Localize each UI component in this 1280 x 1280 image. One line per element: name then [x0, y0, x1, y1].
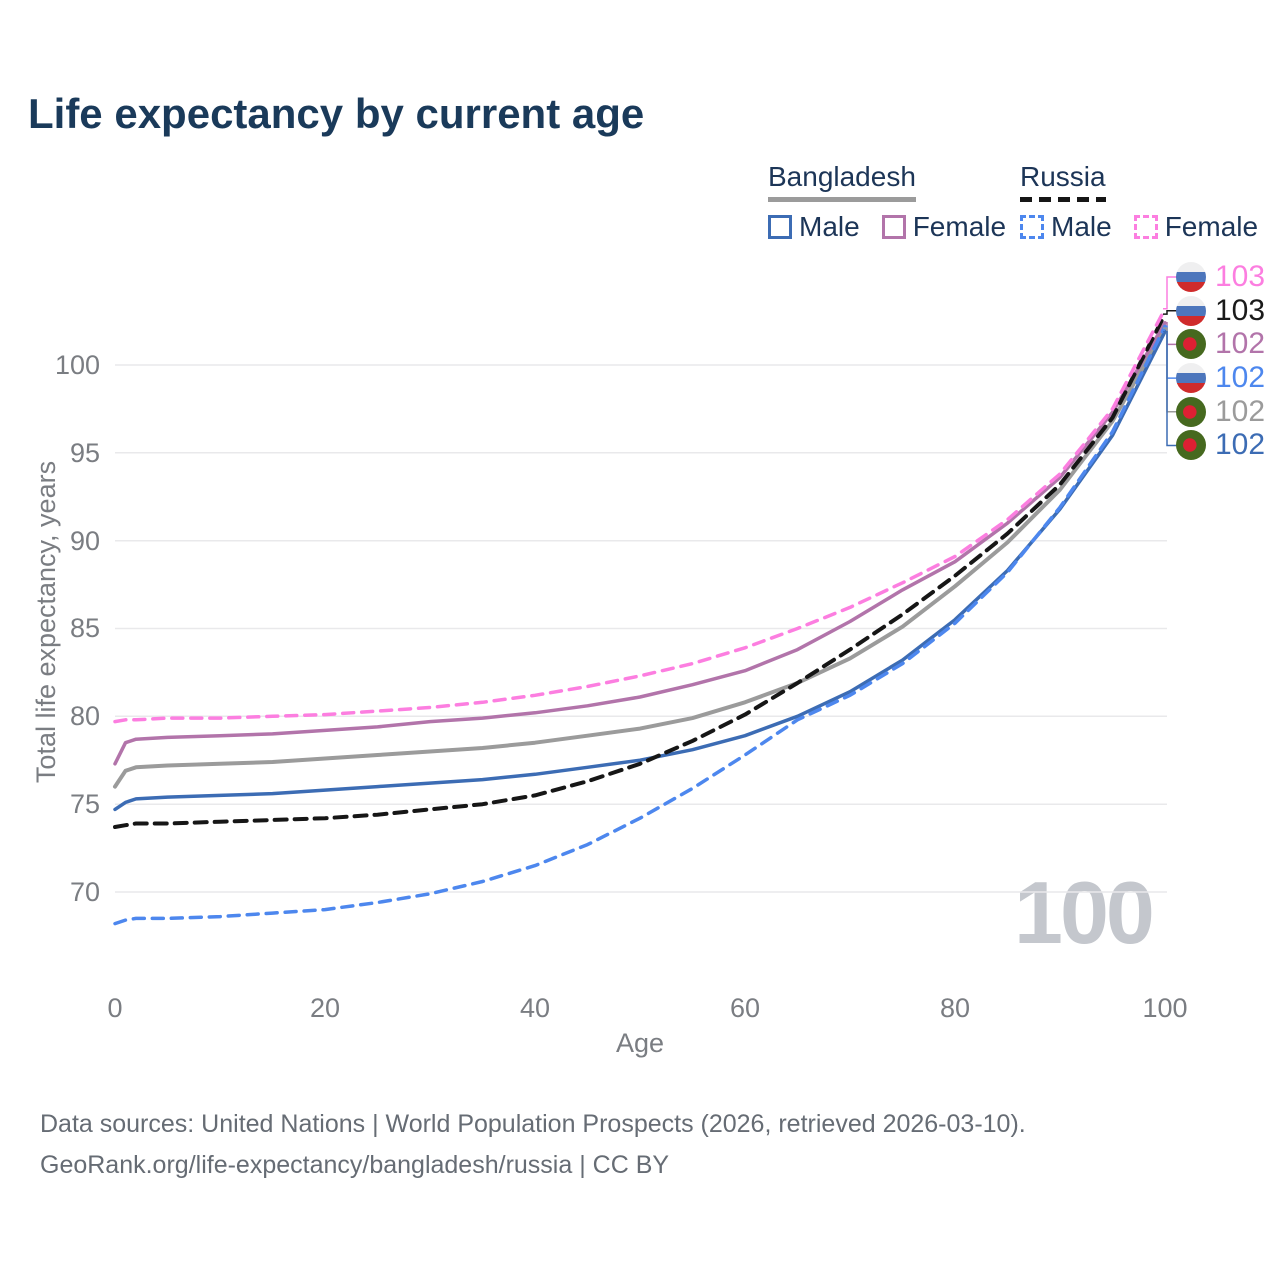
x-tick-label: 80	[939, 993, 971, 1023]
x-tick-label: 0	[107, 993, 123, 1023]
line-bangladesh-female[interactable]	[113, 321, 1167, 766]
russia-flag-icon	[1176, 295, 1206, 326]
bangladesh-flag-icon	[1176, 396, 1206, 427]
end-value: 102	[1215, 327, 1266, 361]
y-tick-label: 95	[69, 437, 100, 468]
y-tick-label: 70	[69, 877, 100, 907]
chart-title: Life expectancy by current age	[28, 90, 645, 137]
line-bangladesh-male[interactable]	[113, 329, 1167, 812]
bangladesh-flag-icon	[1176, 430, 1206, 461]
legend-item-russia-male[interactable]: Male	[1020, 211, 1112, 243]
y-tick-label: 80	[69, 701, 100, 732]
footer-data-sources: Data sources: United Nations | World Pop…	[40, 1110, 1026, 1138]
end-value-label-russia-female: 103	[1176, 260, 1265, 294]
end-value: 103	[1215, 259, 1266, 293]
legend-item-label: Female	[912, 211, 1007, 242]
line-russia-female[interactable]	[113, 307, 1167, 724]
line-russia-male[interactable]	[113, 324, 1167, 926]
legend-item-russia-female[interactable]: Female	[1133, 211, 1259, 243]
end-value: 102	[1215, 428, 1266, 462]
end-value-label-bangladesh-female: 102	[1176, 327, 1265, 361]
end-value-labels: 103 103 102 102 102 102	[1176, 260, 1265, 462]
legend-underline-dashed	[1020, 197, 1106, 202]
x-tick-label: 100	[1142, 993, 1188, 1023]
x-tick-label: 20	[309, 993, 341, 1023]
line-bangladesh-total[interactable]	[113, 326, 1167, 789]
russia-flag-icon	[1176, 261, 1206, 292]
bangladesh-female-swatch-icon	[881, 215, 906, 239]
end-value: 103	[1215, 293, 1266, 327]
footer-attribution: GeoRank.org/life-expectancy/bangladesh/r…	[40, 1151, 670, 1179]
end-value: 102	[1215, 360, 1266, 394]
x-tick-label: 40	[519, 993, 551, 1023]
y-tick-label: 85	[69, 613, 100, 644]
end-value-label-bangladesh-total: 102	[1176, 395, 1265, 429]
hover-age-watermark: 100	[1014, 863, 1155, 962]
legend-item-label: Male	[799, 211, 860, 242]
x-axis-title: Age	[615, 1028, 665, 1058]
bangladesh-flag-icon	[1176, 329, 1206, 360]
legend-underline-solid	[768, 197, 916, 202]
legend-header-label: Bangladesh	[768, 161, 916, 192]
russia-flag-icon	[1176, 362, 1206, 393]
line-russia-total[interactable]	[113, 312, 1167, 829]
end-value-label-russia-total: 103	[1176, 294, 1265, 328]
end-value: 102	[1215, 394, 1266, 428]
legend-header-bangladesh[interactable]: Bangladesh	[768, 161, 916, 202]
russia-female-swatch-icon	[1133, 215, 1158, 239]
y-tick-label: 100	[54, 349, 100, 380]
y-tick-label: 90	[69, 525, 100, 556]
x-tick-label: 60	[729, 993, 761, 1023]
footer: Data sources: United Nations | World Pop…	[40, 1104, 1026, 1186]
legend-item-bangladesh-male[interactable]: Male	[768, 211, 860, 243]
legend-item-bangladesh-female[interactable]: Female	[881, 211, 1007, 243]
end-value-label-russia-male: 102	[1176, 361, 1265, 395]
legend-group-russia: Russia Male Female	[1020, 161, 1258, 243]
chart-plot-area[interactable]	[100, 250, 1180, 985]
end-value-label-bangladesh-male: 102	[1176, 428, 1265, 462]
legend-header-russia[interactable]: Russia	[1020, 161, 1106, 202]
russia-male-swatch-icon	[1020, 215, 1044, 239]
legend-item-label: Female	[1164, 211, 1259, 242]
legend-item-label: Male	[1051, 211, 1112, 242]
legend-header-label: Russia	[1020, 161, 1106, 192]
bangladesh-male-swatch-icon	[768, 215, 792, 239]
legend-group-bangladesh: Bangladesh Male Female	[768, 161, 1006, 243]
y-tick-label: 75	[69, 789, 100, 820]
